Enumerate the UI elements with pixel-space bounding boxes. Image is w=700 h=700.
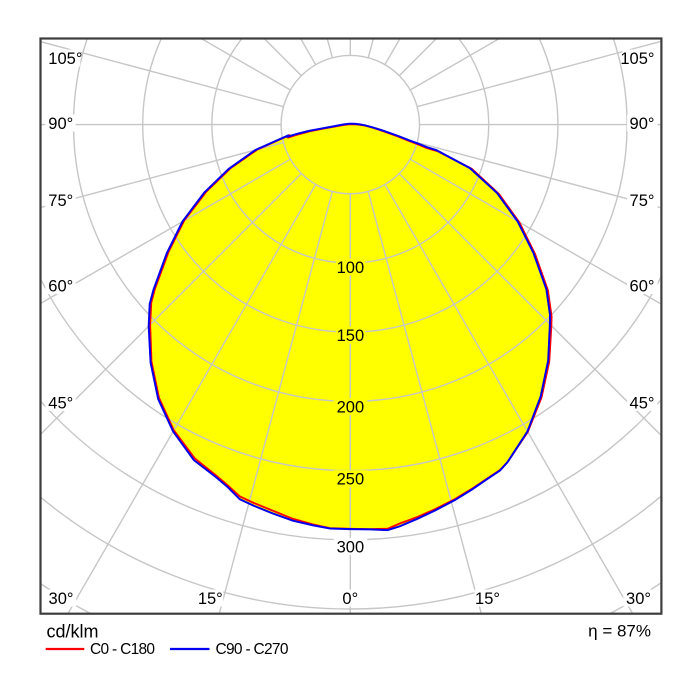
svg-text:100: 100 xyxy=(337,259,365,277)
svg-text:C0 - C180: C0 - C180 xyxy=(90,641,155,658)
svg-text:250: 250 xyxy=(337,471,365,489)
svg-text:C90 - C270: C90 - C270 xyxy=(216,641,289,658)
svg-text:0°: 0° xyxy=(342,590,358,608)
svg-text:15°: 15° xyxy=(475,590,500,608)
svg-text:200: 200 xyxy=(337,399,365,417)
svg-text:75°: 75° xyxy=(48,192,73,210)
svg-text:300: 300 xyxy=(337,538,365,556)
svg-text:105°: 105° xyxy=(620,50,654,68)
svg-text:90°: 90° xyxy=(630,115,655,133)
svg-text:90°: 90° xyxy=(48,115,73,133)
svg-text:45°: 45° xyxy=(630,394,655,412)
svg-text:30°: 30° xyxy=(49,590,74,608)
svg-text:75°: 75° xyxy=(630,192,655,210)
svg-text:105°: 105° xyxy=(48,50,82,68)
svg-text:60°: 60° xyxy=(48,277,73,295)
svg-text:30°: 30° xyxy=(626,590,651,608)
svg-text:150: 150 xyxy=(337,327,365,345)
svg-text:η = 87%: η = 87% xyxy=(588,622,651,641)
svg-text:45°: 45° xyxy=(48,394,73,412)
svg-text:cd/klm: cd/klm xyxy=(47,622,99,642)
svg-text:15°: 15° xyxy=(198,590,223,608)
svg-text:60°: 60° xyxy=(630,277,655,295)
